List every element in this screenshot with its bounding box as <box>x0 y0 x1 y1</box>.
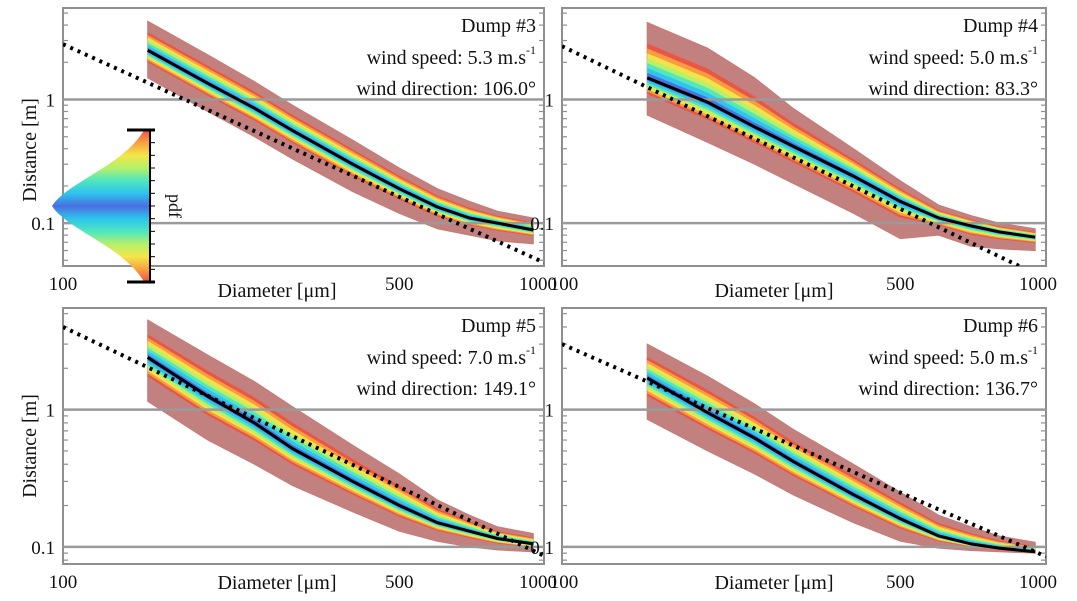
panel-dump-3: 0.1 1 100 500 1000 Dump #3 wind speed: 5.3 m.s… <box>31 7 557 295</box>
plot-content <box>63 319 544 558</box>
envelope-band <box>646 21 1036 252</box>
wind-speed-unit-superscript: -1 <box>1028 43 1038 57</box>
median-line <box>646 76 1036 239</box>
wind-speed-unit-superscript: -1 <box>526 43 536 57</box>
wind-speed-annotation: wind speed: 5.0 m.s <box>869 347 1029 369</box>
wind-direction-annotation: wind direction: 106.0° <box>356 78 536 100</box>
panel-title: Dump #3 <box>461 15 536 37</box>
panel-dump-4: 0.1 1 100 500 1000 Dump #4 wind speed: 5.0 m.s… <box>530 7 1057 295</box>
panel-dump-6: 0.1 1 100 500 1000 Dump #6 wind speed: 5.0 m.s… <box>530 307 1057 593</box>
minor-ticks <box>63 12 544 261</box>
panel-title: Dump #6 <box>963 315 1038 337</box>
x-axis-label-top-right: Diameter [μm] <box>714 280 833 302</box>
pdf-color-band <box>647 48 1036 243</box>
wind-speed-annotation: wind speed: 5.3 m.s <box>367 47 527 69</box>
pdf-color-band <box>647 58 1036 241</box>
wind-direction-annotation: wind direction: 149.1° <box>356 378 536 400</box>
y-tick-label: 1 <box>46 91 56 112</box>
x-axis-label-top-left: Diameter [μm] <box>217 280 336 302</box>
median-line <box>146 48 534 232</box>
y-tick-label: 1 <box>46 401 56 422</box>
y-tick-label: 1 <box>545 91 555 112</box>
x-tick-label: 1000 <box>519 274 557 295</box>
x-tick-label: 500 <box>385 274 414 295</box>
pdf-color-band <box>647 63 1036 240</box>
colorbar-pdf-shape <box>52 130 150 282</box>
y-tick-label: 0.1 <box>530 538 554 559</box>
x-tick-label: 500 <box>385 572 414 593</box>
pdf-color-band <box>647 72 1036 239</box>
envelope-band <box>147 20 534 245</box>
wind-speed-annotation: wind speed: 7.0 m.s <box>367 347 527 369</box>
pdf-colorbar: pdf <box>52 128 185 284</box>
power-law-fit-line <box>63 325 544 558</box>
envelope-band <box>646 343 1036 554</box>
x-tick-label: 100 <box>49 572 78 593</box>
colorbar-label: pdf <box>165 194 185 218</box>
pdf-color-band <box>147 32 534 236</box>
wind-speed-unit-superscript: -1 <box>1028 343 1038 357</box>
x-tick-label: 1000 <box>519 572 557 593</box>
x-tick-label: 1000 <box>1019 274 1057 295</box>
plot-content <box>562 21 1046 266</box>
median-line <box>146 356 534 546</box>
panel-dump-5: 0.1 1 100 500 1000 Dump #5 wind speed: 7.0 m.s… <box>31 307 557 593</box>
x-tick-label: 500 <box>886 274 915 295</box>
x-axis-label-bottom-left: Diameter [μm] <box>217 572 336 594</box>
colorbar-ticks <box>150 142 155 270</box>
y-tick-label: 0.1 <box>31 214 55 235</box>
panel-title: Dump #4 <box>963 15 1038 37</box>
power-law-fit-line <box>562 342 1046 559</box>
wind-direction-annotation: wind direction: 83.3° <box>868 78 1038 100</box>
plot-content <box>63 20 544 265</box>
wind-speed-annotation: wind speed: 5.0 m.s <box>869 47 1029 69</box>
wind-speed-unit-superscript: -1 <box>526 343 536 357</box>
x-axis-label-bottom-right: Diameter [μm] <box>714 572 833 594</box>
x-tick-label: 100 <box>550 572 579 593</box>
panel-title: Dump #5 <box>461 315 536 337</box>
x-tick-label: 100 <box>550 274 579 295</box>
plot-content <box>562 342 1046 559</box>
power-law-fit-line <box>63 42 544 265</box>
x-tick-label: 100 <box>49 274 78 295</box>
pdf-color-band <box>647 43 1036 243</box>
x-tick-label: 1000 <box>1019 572 1057 593</box>
y-axis-label-bottom: Distance [m] <box>19 394 41 498</box>
y-axis-label-top: Distance [m] <box>19 98 41 202</box>
y-tick-label: 1 <box>545 401 555 422</box>
pdf-color-band <box>647 68 1036 239</box>
y-tick-label: 0.1 <box>31 538 55 559</box>
y-tick-label: 0.1 <box>530 214 554 235</box>
wind-direction-annotation: wind direction: 136.7° <box>858 378 1038 400</box>
median-line <box>646 376 1036 554</box>
x-tick-label: 500 <box>886 572 915 593</box>
